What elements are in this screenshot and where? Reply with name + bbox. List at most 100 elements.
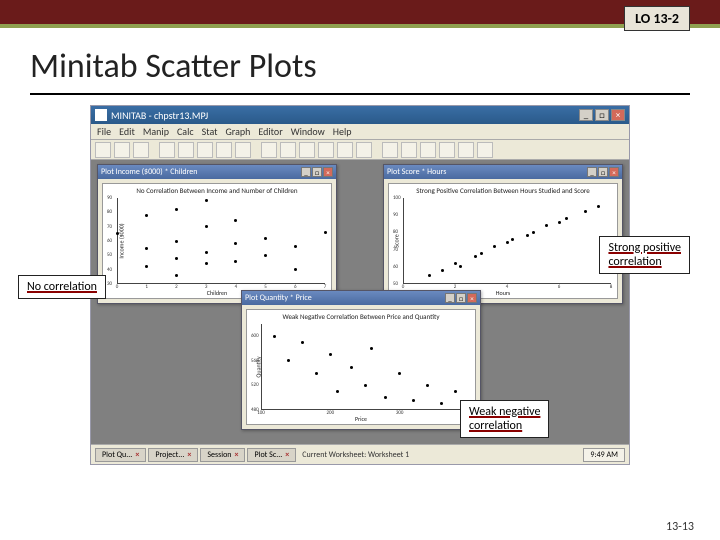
data-point (175, 274, 178, 277)
plot-title-bottom: Weak Negative Correlation Between Price … (247, 312, 475, 321)
y-tick: 480 (251, 407, 259, 413)
chart-window-title-right: Plot Score * Hours (387, 167, 446, 177)
menu-item-calc[interactable]: Calc (177, 125, 194, 138)
data-point (459, 265, 462, 268)
menu-item-window[interactable]: Window (291, 125, 325, 138)
min-btn[interactable]: _ (301, 167, 311, 177)
toolbar-button[interactable] (261, 142, 277, 158)
window-controls: _ □ × (579, 109, 625, 121)
close-btn[interactable]: × (467, 293, 477, 303)
menu-item-file[interactable]: File (97, 125, 111, 138)
data-point (205, 251, 208, 254)
taskbar-item[interactable]: Plot Qu...× (95, 448, 146, 462)
toolbar-button[interactable] (337, 142, 353, 158)
min-btn[interactable]: _ (445, 293, 455, 303)
data-point (329, 353, 332, 356)
callout-weak-negative: Weak negative correlation (460, 400, 549, 438)
maximize-button[interactable]: □ (595, 109, 609, 121)
close-btn[interactable]: × (609, 167, 619, 177)
data-point (205, 199, 208, 202)
data-point (301, 341, 304, 344)
data-point (565, 217, 568, 220)
toolbar-button[interactable] (197, 142, 213, 158)
y-tick: 90 (107, 195, 112, 201)
toolbar-button[interactable] (159, 142, 175, 158)
toolbar-button[interactable] (216, 142, 232, 158)
data-point (584, 210, 587, 213)
x-tick: 3 (205, 284, 208, 290)
toolbar-button[interactable] (420, 142, 436, 158)
y-tick: 70 (107, 224, 112, 230)
toolbar-button[interactable] (178, 142, 194, 158)
toolbar-button[interactable] (280, 142, 296, 158)
y-tick: 560 (251, 358, 259, 364)
data-point (294, 245, 297, 248)
menu-item-help[interactable]: Help (333, 125, 352, 138)
chart-window-title-left: Plot Income ($000) * Children (101, 167, 198, 177)
y-tick: 600 (251, 333, 259, 339)
data-point (474, 255, 477, 258)
data-point (480, 252, 483, 255)
chart-window-title-bottom: Plot Quantity * Price (245, 293, 312, 303)
toolbar-button[interactable] (318, 142, 334, 158)
y-tick: 50 (393, 281, 398, 287)
close-button[interactable]: × (611, 109, 625, 121)
menu-item-stat[interactable]: Stat (202, 125, 218, 138)
chart-titlebar-right: Plot Score * Hours _□× (384, 165, 622, 179)
data-point (350, 366, 353, 369)
chart-window-right: Plot Score * Hours _□× Strong Positive C… (383, 164, 623, 304)
toolbar-button[interactable] (356, 142, 372, 158)
y-tick: 80 (393, 229, 398, 235)
toolbar-button[interactable] (133, 142, 149, 158)
toolbar-button[interactable] (439, 142, 455, 158)
max-btn[interactable]: □ (598, 167, 608, 177)
close-btn[interactable]: × (323, 167, 333, 177)
toolbar-button[interactable] (477, 142, 493, 158)
data-point (273, 335, 276, 338)
data-point (234, 260, 237, 263)
taskbar-item[interactable]: Session× (200, 448, 245, 462)
toolbar-button[interactable] (382, 142, 398, 158)
menubar: File Edit Manip Calc Stat Graph Editor Window He… (91, 124, 629, 140)
data-point (454, 390, 457, 393)
data-point (426, 384, 429, 387)
toolbar-button[interactable] (235, 142, 251, 158)
max-btn[interactable]: □ (312, 167, 322, 177)
data-point (336, 390, 339, 393)
y-tick: 520 (251, 382, 259, 388)
toolbar-button[interactable] (299, 142, 315, 158)
data-point (526, 234, 529, 237)
y-tick: 60 (107, 238, 112, 244)
app-titlebar: MINITAB - chpstr13.MPJ _ □ × (91, 106, 629, 124)
slide-title: Minitab Scatter Plots (30, 46, 720, 87)
y-tick: 60 (393, 264, 398, 270)
taskbar-item[interactable]: Plot Sc...× (247, 448, 296, 462)
menu-item-editor[interactable]: Editor (258, 125, 282, 138)
data-point (145, 265, 148, 268)
app-taskbar: Plot Qu...×Project...×Session×Plot Sc...… (91, 444, 629, 464)
data-point (532, 231, 535, 234)
taskbar-item[interactable]: Project...× (148, 448, 198, 462)
menu-item-manip[interactable]: Manip (143, 125, 169, 138)
data-point (324, 231, 327, 234)
minimize-button[interactable]: _ (579, 109, 593, 121)
data-point (175, 240, 178, 243)
toolbar-button[interactable] (95, 142, 111, 158)
min-btn[interactable]: _ (587, 167, 597, 177)
toolbar-button[interactable] (401, 142, 417, 158)
lo-badge: LO 13-2 (624, 6, 690, 31)
max-btn[interactable]: □ (456, 293, 466, 303)
data-point (205, 225, 208, 228)
data-point (205, 262, 208, 265)
toolbar-button[interactable] (114, 142, 130, 158)
y-tick: 40 (107, 267, 112, 273)
data-point (440, 402, 443, 405)
y-tick: 50 (107, 252, 112, 258)
x-tick: 0 (116, 284, 119, 290)
data-point (398, 372, 401, 375)
chart-window-left: Plot Income ($000) * Children _□× No Cor… (97, 164, 337, 304)
menu-item-graph[interactable]: Graph (226, 125, 251, 138)
menu-item-edit[interactable]: Edit (119, 125, 135, 138)
toolbar-button[interactable] (458, 142, 474, 158)
data-point (264, 237, 267, 240)
